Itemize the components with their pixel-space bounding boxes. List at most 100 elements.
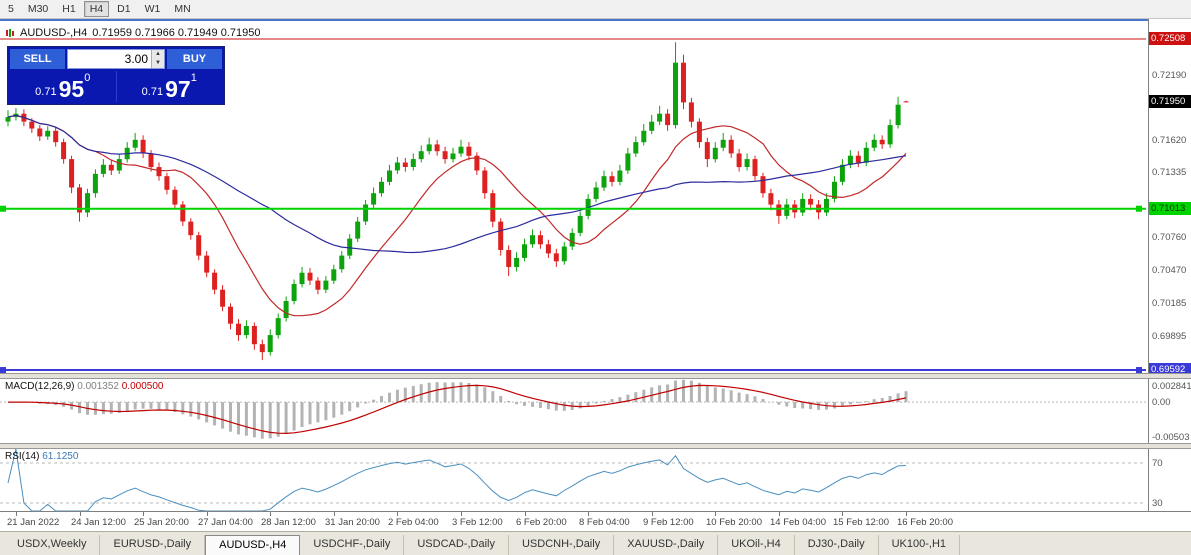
time-tick [207, 512, 208, 516]
time-label: 9 Feb 12:00 [643, 517, 694, 528]
time-tick [80, 512, 81, 516]
price-label-box: 0.71013 [1149, 201, 1191, 215]
line-handle[interactable] [0, 205, 6, 212]
rsi-line [7, 449, 907, 511]
axis-label: -0.00503 [1152, 432, 1190, 443]
line-handle[interactable] [0, 367, 6, 373]
chart-title-icon [6, 29, 14, 37]
axis-label: 0.71335 [1152, 167, 1187, 179]
volume-increase-button[interactable]: ▲ [152, 50, 164, 59]
rsi-canvas [0, 449, 1146, 511]
chart-tab[interactable]: USDCHF-,Daily [300, 535, 405, 555]
sell-button[interactable]: SELL [10, 49, 65, 69]
volume-value: 3.00 [124, 52, 148, 66]
buy-price[interactable]: 0.71 97 1 [115, 71, 223, 102]
time-tick [715, 512, 716, 516]
chart-tab[interactable]: DJ30-,Daily [795, 535, 879, 555]
line-handle[interactable] [1136, 205, 1142, 212]
pane-splitter[interactable] [0, 443, 1191, 449]
time-label: 24 Jan 12:00 [71, 517, 126, 528]
ma-slow-line [7, 114, 907, 254]
time-axis: 21 Jan 2022 24 Jan 12:00 25 Jan 20:00 27 Ja… [0, 511, 1191, 531]
time-tick [652, 512, 653, 516]
macd-label: MACD(12,26,9) 0.001352 0.000500 [5, 381, 163, 392]
macd-histogram [14, 379, 908, 439]
price-label-box: 0.72508 [1149, 32, 1191, 46]
sell-price-pip: 0 [84, 72, 91, 84]
time-tick [842, 512, 843, 516]
time-tick [588, 512, 589, 516]
axis-label: 70 [1152, 458, 1163, 469]
time-tick [270, 512, 271, 516]
chart-tab[interactable]: USDX,Weekly [4, 535, 101, 555]
chart-title-symbol: AUDUSD-,H4 [20, 27, 88, 39]
ma-fast-line [7, 114, 907, 317]
time-label: 31 Jan 20:00 [325, 517, 380, 528]
time-label: 3 Feb 12:00 [452, 517, 503, 528]
price-chart-canvas [0, 38, 1146, 373]
time-label: 15 Feb 12:00 [833, 517, 889, 528]
macd-value-signal: 0.000500 [121, 381, 164, 392]
time-label: 21 Jan 2022 [7, 517, 60, 528]
chart-tab-bar: USDX,Weekly EURUSD-,Daily AUDUSD-,H4 USDCHF… [0, 531, 1191, 555]
rsi-pane[interactable]: RSI(14) 61.1250 [0, 449, 1148, 511]
macd-signal-line [8, 384, 907, 435]
time-tick [525, 512, 526, 516]
price-label-box: 0.69592 [1149, 363, 1191, 377]
axis-label: 0.71620 [1152, 134, 1187, 146]
time-label: 28 Jan 12:00 [261, 517, 316, 528]
volume-decrease-button[interactable]: ▼ [152, 59, 164, 68]
time-label: 6 Feb 20:00 [516, 517, 567, 528]
time-tick [334, 512, 335, 516]
buy-price-big: 97 [165, 76, 191, 102]
rsi-value: 61.1250 [42, 451, 79, 462]
axis-label: 0.70185 [1152, 297, 1187, 309]
time-label: 10 Feb 20:00 [706, 517, 762, 528]
sell-price[interactable]: 0.71 95 0 [10, 71, 116, 102]
timeframe-button-h1[interactable]: H1 [62, 3, 76, 15]
timeframe-button-m30[interactable]: M30 [27, 3, 49, 15]
buy-price-prefix: 0.71 [141, 86, 164, 98]
buy-button[interactable]: BUY [167, 49, 222, 69]
time-tick [906, 512, 907, 516]
volume-spinner: ▲ ▼ [151, 50, 164, 68]
timeframe-button-5[interactable]: 5 [8, 3, 14, 15]
axis-label: 0.002841 [1152, 381, 1191, 392]
pane-splitter[interactable] [0, 373, 1191, 379]
chart-title: AUDUSD-,H4 0.71959 0.71966 0.71949 0.719… [5, 27, 260, 39]
volume-field[interactable]: 3.00 ▲ ▼ [67, 49, 165, 69]
time-label: 25 Jan 20:00 [134, 517, 189, 528]
timeframe-button-w1[interactable]: W1 [144, 3, 161, 15]
chart-tab[interactable]: USDCAD-,Daily [404, 535, 509, 555]
chart-tab[interactable]: UKOil-,H4 [718, 535, 795, 555]
chart-title-ohlc: 0.71959 0.71966 0.71949 0.71950 [92, 27, 261, 39]
chart-tab[interactable]: EURUSD-,Daily [100, 535, 206, 555]
axis-label: 0.69895 [1152, 330, 1187, 342]
time-label: 8 Feb 04:00 [579, 517, 630, 528]
candles [5, 42, 909, 361]
macd-value-main: 0.001352 [77, 381, 119, 392]
axis-label: 0.72190 [1152, 70, 1187, 82]
axis-label: 0.70470 [1152, 265, 1187, 277]
sell-price-big: 95 [58, 76, 85, 102]
chart-tab[interactable]: AUDUSD-,H4 [205, 535, 301, 555]
chart-tab[interactable]: USDCNH-,Daily [509, 535, 615, 555]
axis-label: 30 [1152, 498, 1163, 509]
rsi-name: RSI(14) [5, 451, 40, 462]
rsi-label: RSI(14) 61.1250 [5, 451, 78, 462]
macd-name: MACD(12,26,9) [5, 381, 75, 392]
time-tick [143, 512, 144, 516]
buy-price-pip: 1 [190, 72, 197, 84]
timeframe-button-mn[interactable]: MN [174, 3, 191, 15]
timeframe-button-d1[interactable]: D1 [117, 3, 131, 15]
timeframe-toolbar: 5 M30 H1 H4 D1 W1 MN [0, 0, 1191, 19]
chart-tab[interactable]: XAUUSD-,Daily [614, 535, 719, 555]
time-label: 27 Jan 04:00 [198, 517, 253, 528]
chart-tab[interactable]: UK100-,H1 [879, 535, 961, 555]
axis-label: 0.00 [1152, 397, 1171, 409]
macd-pane[interactable]: MACD(12,26,9) 0.001352 0.000500 [0, 379, 1148, 443]
time-tick [16, 512, 17, 516]
price-chart-pane[interactable]: AUDUSD-,H4 0.71959 0.71966 0.71949 0.719… [0, 19, 1148, 373]
timeframe-button-h4[interactable]: H4 [83, 1, 110, 17]
line-handle[interactable] [1136, 367, 1142, 373]
